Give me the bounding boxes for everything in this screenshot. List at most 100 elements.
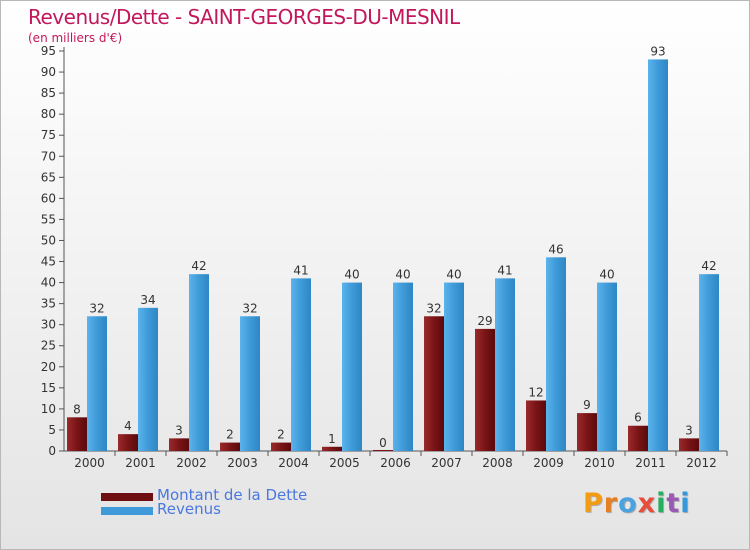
data-label-revenue: 40 [344, 268, 359, 282]
chart-subtitle: (en milliers d'€) [28, 31, 123, 45]
logo-letter: t [666, 488, 681, 519]
proxiti-logo: Proxiti [583, 488, 691, 519]
bar-debt [220, 442, 240, 451]
x-tick-label: 2001 [125, 456, 156, 470]
legend-swatch-revenue [101, 507, 153, 515]
y-tick-label: 90 [41, 65, 56, 79]
x-tick-label: 2006 [380, 456, 411, 470]
y-tick-label: 30 [41, 318, 56, 332]
x-tick-label: 2008 [482, 456, 513, 470]
logo-letter: i [680, 488, 691, 519]
data-label-revenue: 34 [140, 293, 155, 307]
data-label-debt: 32 [426, 301, 441, 315]
bar-revenue [648, 59, 668, 451]
y-tick-label: 20 [41, 360, 56, 374]
bar-debt [373, 450, 393, 451]
data-label-revenue: 32 [89, 301, 104, 315]
x-tick-label: 2002 [176, 456, 207, 470]
data-label-revenue: 32 [242, 301, 257, 315]
y-tick-label: 70 [41, 149, 56, 163]
data-label-debt: 1 [328, 432, 336, 446]
y-tick-label: 60 [41, 191, 56, 205]
y-tick-label: 25 [41, 339, 56, 353]
data-label-debt: 6 [634, 411, 642, 425]
y-tick-label: 40 [41, 276, 56, 290]
data-label-revenue: 41 [497, 263, 512, 277]
bar-revenue [240, 316, 260, 451]
y-tick-label: 85 [41, 86, 56, 100]
bar-revenue [87, 316, 107, 451]
logo-letter: o [618, 488, 638, 519]
bar-revenue [444, 282, 464, 451]
x-tick-label: 2007 [431, 456, 462, 470]
y-tick-label: 10 [41, 402, 56, 416]
data-label-debt: 29 [477, 314, 492, 328]
bar-revenue [342, 282, 362, 451]
bar-revenue [138, 307, 158, 451]
bar-debt [526, 400, 546, 451]
bar-debt [67, 417, 87, 451]
data-label-debt: 9 [583, 398, 591, 412]
x-tick-label: 2000 [74, 456, 105, 470]
bar-revenue [546, 257, 566, 451]
data-label-debt: 3 [685, 423, 693, 437]
logo-letter: P [583, 488, 604, 519]
x-tick-label: 2009 [533, 456, 564, 470]
bar-debt [475, 328, 495, 451]
data-label-debt: 3 [175, 423, 183, 437]
data-label-debt: 4 [124, 419, 132, 433]
y-tick-label: 45 [41, 255, 56, 269]
y-tick-label: 65 [41, 170, 56, 184]
y-tick-label: 55 [41, 212, 56, 226]
bar-debt [628, 425, 648, 451]
bar-debt [322, 446, 342, 451]
bar-revenue [597, 282, 617, 451]
data-label-debt: 2 [277, 428, 285, 442]
data-label-revenue: 42 [701, 259, 716, 273]
data-label-revenue: 93 [650, 44, 665, 58]
bar-debt [679, 438, 699, 451]
legend-label-revenue: Revenus [157, 500, 221, 518]
data-label-debt: 12 [528, 385, 543, 399]
bar-revenue [699, 274, 719, 451]
bar-revenue [393, 282, 413, 451]
data-label-revenue: 46 [548, 242, 563, 256]
data-label-revenue: 40 [446, 268, 461, 282]
bar-revenue [291, 278, 311, 451]
data-label-debt: 2 [226, 428, 234, 442]
legend-swatch-debt [101, 493, 153, 501]
logo-letter: i [656, 488, 667, 519]
data-label-revenue: 40 [599, 268, 614, 282]
bar-revenue [495, 278, 515, 451]
y-tick-label: 95 [41, 44, 56, 58]
x-tick-label: 2010 [584, 456, 615, 470]
y-tick-label: 50 [41, 233, 56, 247]
chart-title: Revenus/Dette - SAINT-GEORGES-DU-MESNIL [28, 5, 460, 29]
y-tick-label: 80 [41, 107, 56, 121]
y-tick-label: 0 [48, 444, 56, 458]
x-tick-label: 2011 [635, 456, 666, 470]
x-tick-label: 2003 [227, 456, 258, 470]
bar-debt [118, 434, 138, 451]
x-tick-label: 2012 [686, 456, 717, 470]
data-label-revenue: 40 [395, 268, 410, 282]
bar-debt [424, 316, 444, 451]
legend-label-debt: Montant de la Dette [157, 486, 308, 504]
bar-debt [271, 442, 291, 451]
data-label-revenue: 42 [191, 259, 206, 273]
bar-revenue [189, 274, 209, 451]
logo-letter: x [637, 488, 657, 519]
data-label-debt: 0 [379, 436, 387, 450]
bar-debt [577, 413, 597, 451]
x-tick-label: 2005 [329, 456, 360, 470]
x-tick-label: 2004 [278, 456, 309, 470]
y-tick-label: 35 [41, 297, 56, 311]
y-tick-label: 15 [41, 381, 56, 395]
bar-debt [169, 438, 189, 451]
y-tick-label: 5 [48, 423, 56, 437]
logo-letter: r [603, 488, 619, 519]
y-tick-label: 75 [41, 128, 56, 142]
data-label-debt: 8 [73, 402, 81, 416]
